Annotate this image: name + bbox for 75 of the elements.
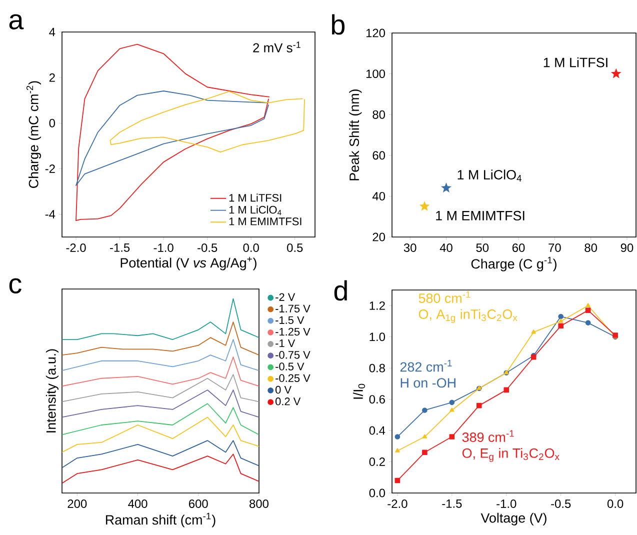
x-axis-title: Potential (V vs Ag/Ag$^{+}$) (120, 256, 256, 270)
x-tick-label: 0.0 (243, 244, 259, 252)
annotation: H on -OH (400, 378, 456, 388)
y-tick-label: 0.6 (369, 395, 385, 404)
y-tick-label: 40 (372, 192, 386, 200)
annotation: 2 mV s$^{-1}$ (253, 42, 300, 52)
x-axis-title: Raman shift (cm$^{-1}$) (106, 512, 216, 528)
text: 282 cm$^{-1}$ (400, 360, 452, 372)
x-tick-label: 80 (584, 244, 598, 252)
x-tick-label: 200 (68, 500, 87, 508)
y-tick-label: 80 (372, 110, 386, 119)
x-axis-title: Voltage (V) (480, 512, 546, 526)
legend-label: 1 M LiTFSI (229, 194, 282, 202)
series-label: 1 M LiTFSI (544, 57, 608, 68)
y-axis-title: I/I$_{0}$ (353, 384, 366, 399)
x-tick-label: 40 (440, 244, 452, 252)
y-tick-label: 120 (366, 28, 386, 38)
y-axis-title: Peak Shift (nm) (349, 90, 362, 180)
series-label: 1 M EMIMTFSI (436, 210, 524, 220)
chart-title: b (332, 14, 345, 35)
y-axis-title: Intensity (a.u.) (46, 349, 58, 432)
legend-label: -0.75 V (276, 351, 310, 359)
y-tick-label: -2 (45, 164, 55, 173)
x-tick-label: 90 (620, 244, 634, 252)
y-tick-label: 0.2 (369, 458, 385, 466)
y-axis-title: Charge (mC cm$^{-2}$) (26, 81, 42, 188)
x-tick-label: -1.0 (496, 500, 516, 508)
y-tick-label: 0 (49, 118, 56, 128)
x-tick-label: -1.5 (442, 500, 462, 508)
x-tick-label: 70 (548, 244, 561, 252)
y-tick-label: 2 (49, 73, 55, 82)
y-tick-label: 20 (372, 232, 386, 242)
x-tick-label: 600 (189, 500, 208, 508)
y-tick-label: 1.2 (370, 301, 385, 310)
y-tick-label: 4 (49, 28, 56, 36)
y-tick-label: 1.0 (370, 332, 386, 342)
legend-label: 0.2 V (276, 398, 301, 406)
x-tick-label: -0.5 (198, 244, 218, 252)
legend-label: -0.25 V (276, 374, 310, 382)
x-tick-label: -1.5 (110, 244, 130, 252)
y-tick-label: 0.8 (369, 364, 385, 372)
legend-label: 0 V (276, 386, 292, 394)
x-tick-label: 50 (476, 244, 489, 252)
y-tick-label: 60 (372, 151, 386, 160)
x-tick-label: -2.0 (388, 500, 408, 508)
x-tick-label: 30 (404, 244, 416, 252)
chart-title: d (334, 280, 347, 301)
x-tick-label: -0.5 (551, 500, 571, 508)
legend-label: -1.75 V (276, 304, 310, 312)
legend-label: -2 V (276, 293, 296, 301)
legend-label: -1 V (276, 339, 296, 348)
x-tick-label: -2.0 (66, 244, 86, 252)
y-tick-label: 0.0 (369, 488, 386, 498)
series-label: 389 cm$^{-1}$ (462, 430, 514, 442)
chart-title: c (9, 278, 22, 294)
legend-label: 1 M EMIMTFSI (229, 218, 302, 226)
x-tick-label: 400 (128, 500, 148, 508)
series-label: 1 M LiClO$_{4}$ (458, 170, 522, 182)
x-tick-label: 0.5 (287, 244, 303, 252)
legend-label: -0.5 V (276, 362, 304, 370)
y-tick-label: 100 (366, 70, 386, 78)
legend-label: 1 M LiClO$_{4}$ (229, 206, 282, 216)
x-axis-title: Charge (C g$^{-1}$) (471, 256, 556, 272)
legend-label: -1.25 V (276, 328, 310, 336)
y-tick-label: 0.4 (369, 426, 386, 435)
x-tick-label: 0.0 (607, 500, 624, 508)
legend-label: -1.5 V (276, 316, 304, 324)
chart-title: a (9, 14, 24, 30)
x-tick-label: 60 (512, 244, 525, 252)
x-tick-label: 800 (250, 500, 269, 508)
annotation: O, E$_{g}$ in Ti$_{3}$C$_{2}$O$_{x}$ (462, 448, 560, 462)
annotation: O, A$_{1g}$ inTi$_{3}$C$_{2}$O$_{x}$ (418, 309, 518, 323)
x-tick-label: -1.0 (154, 244, 174, 252)
y-tick-label: -4 (45, 210, 56, 218)
text: 580 cm$^{-1}$ (418, 291, 470, 304)
